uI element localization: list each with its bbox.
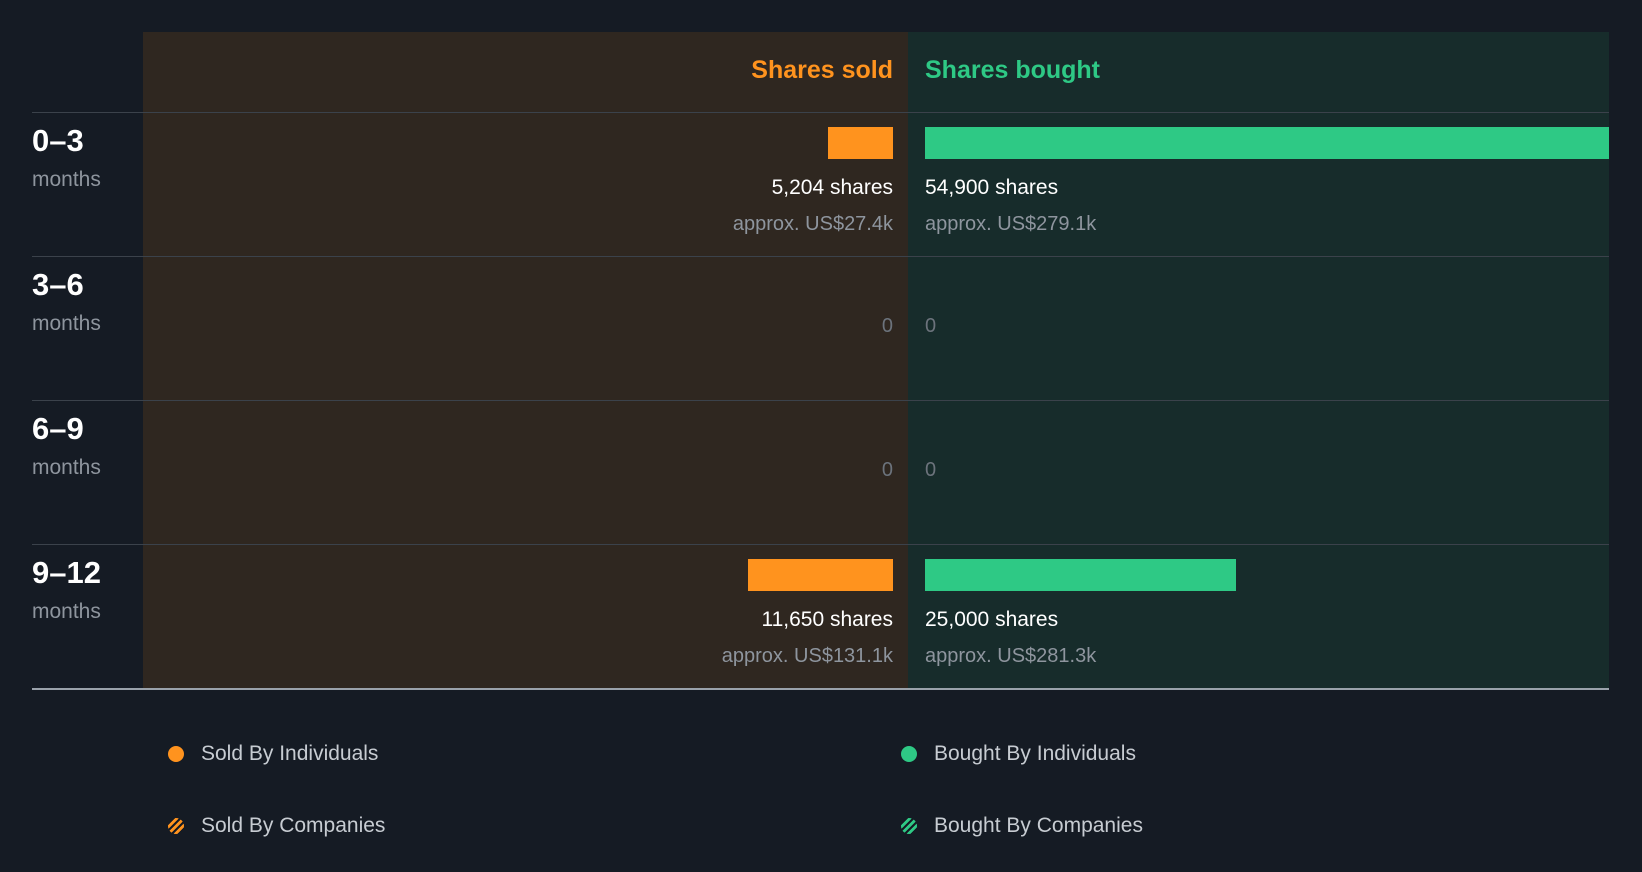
sold-bar (748, 559, 893, 591)
legend-label: Bought By Companies (934, 814, 1143, 837)
bought-zero-label: 0 (925, 315, 937, 337)
legend-label: Bought By Individuals (934, 742, 1136, 765)
legend-label: Sold By Individuals (201, 742, 379, 765)
bought-zero-label: 0 (925, 459, 937, 481)
period-label: 3–6 months (32, 267, 142, 337)
bought-bar (925, 559, 1236, 591)
row-divider (32, 256, 1609, 257)
period-label: 0–3 months (32, 123, 142, 193)
bought-shares-label: 25,000 shares (925, 608, 1059, 631)
solid-swatch-icon (901, 746, 917, 762)
chart-baseline (32, 688, 1609, 690)
sold-shares-label: 11,650 shares (761, 608, 893, 631)
period-unit: months (32, 456, 101, 479)
period-unit: months (32, 600, 101, 623)
bought-value-label: approx. US$281.3k (925, 645, 1097, 667)
sold-value-label: approx. US$131.1k (721, 645, 893, 667)
bought-shares-label: 54,900 shares (925, 176, 1059, 199)
sold-zero-label: 0 (881, 459, 893, 481)
solid-swatch-icon (168, 746, 184, 762)
sold-zero-label: 0 (881, 315, 893, 337)
legend-item: Sold By Individuals (168, 739, 378, 769)
hatched-swatch-icon (168, 818, 184, 834)
period-label: 9–12 months (32, 555, 142, 625)
hatched-swatch-icon (901, 818, 917, 834)
period-unit: months (32, 168, 101, 191)
row-divider (32, 112, 1609, 113)
shares-sold-header: Shares sold (751, 56, 893, 84)
row-divider (32, 400, 1609, 401)
period-unit: months (32, 312, 101, 335)
sold-bar (828, 127, 893, 159)
period-range: 9–12 (32, 555, 101, 590)
sold-shares-label: 5,204 shares (771, 176, 893, 199)
sold-value-label: approx. US$27.4k (732, 213, 893, 235)
period-range: 6–9 (32, 411, 84, 446)
legend-item: Sold By Companies (168, 811, 385, 841)
period-label: 6–9 months (32, 411, 142, 481)
legend-item: Bought By Individuals (901, 739, 1136, 769)
legend-item: Bought By Companies (901, 811, 1143, 841)
bought-bar (925, 127, 1609, 159)
legend-label: Sold By Companies (201, 814, 386, 837)
row-divider (32, 544, 1609, 545)
bought-value-label: approx. US$279.1k (925, 213, 1097, 235)
period-range: 3–6 (32, 267, 84, 302)
shares-bought-header: Shares bought (925, 56, 1101, 84)
period-range: 0–3 (32, 123, 84, 158)
